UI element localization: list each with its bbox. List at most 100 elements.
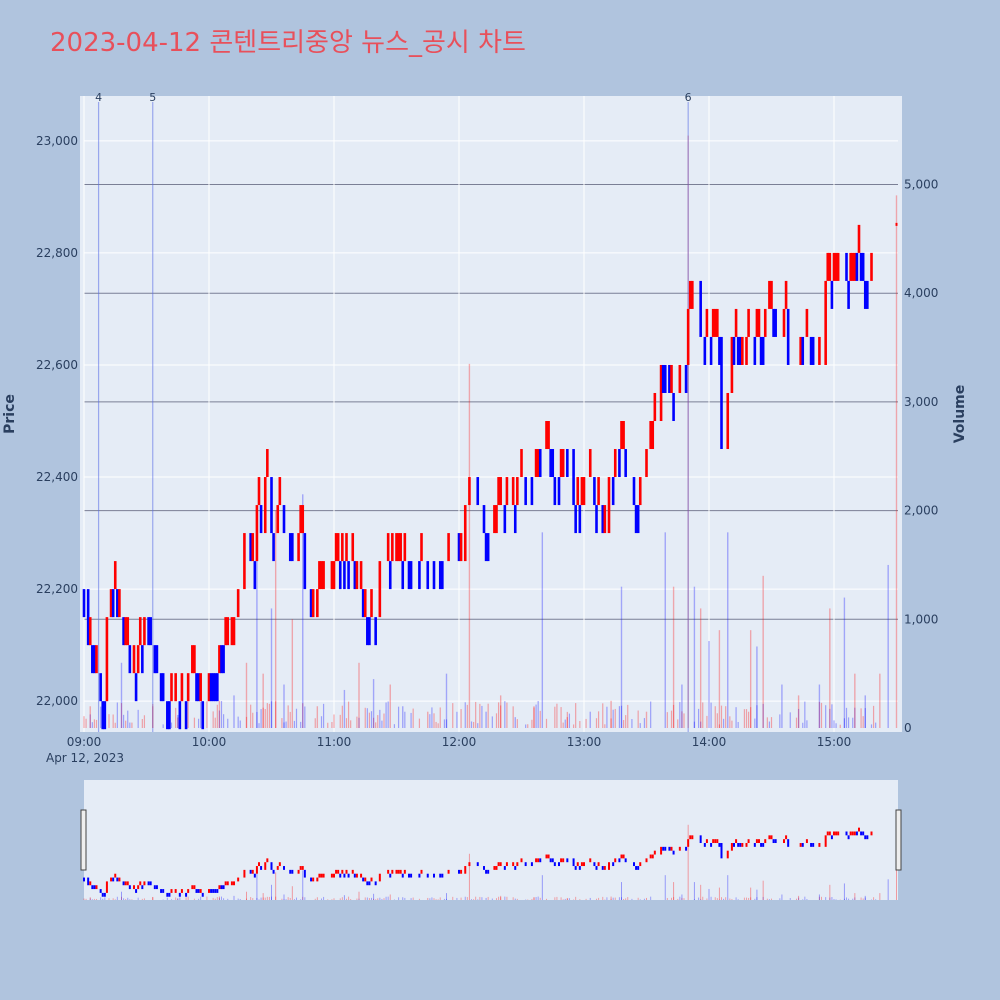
mini-volume-bar (91, 899, 93, 900)
range-slider[interactable] (84, 780, 898, 900)
mini-candle (441, 873, 444, 878)
price-candle (211, 673, 215, 702)
mini-candle (410, 873, 413, 878)
mini-volume-bar (610, 898, 612, 900)
price-candle (276, 505, 280, 534)
price-candle (303, 533, 307, 590)
price-candle (484, 533, 488, 562)
mini-candle (208, 889, 210, 893)
mini-volume-bar (564, 898, 566, 900)
mini-volume-bar (177, 898, 179, 900)
price-candle (366, 617, 369, 646)
mini-volume-bar (275, 896, 277, 900)
mini-candle (551, 858, 554, 863)
mini-candle (122, 881, 125, 886)
volume-bar (556, 703, 558, 728)
volume-bar (410, 712, 412, 728)
price-candle (772, 308, 775, 337)
mini-candle (160, 889, 163, 893)
mini-candle (828, 831, 831, 836)
price-candle (799, 336, 802, 365)
mini-volume-bar (218, 896, 220, 900)
mini-volume-bar (541, 875, 543, 900)
price-candle (232, 617, 236, 646)
mini-volume-bar (533, 897, 535, 900)
mini-volume-bar (721, 897, 722, 900)
plot-area[interactable] (80, 96, 902, 732)
mini-candle (468, 862, 471, 867)
volume-bar (720, 705, 723, 728)
y-tick-label: 22,000 (36, 694, 78, 708)
price-candle (774, 308, 777, 337)
price-candle (126, 617, 130, 646)
mini-volume-bar (141, 898, 143, 900)
mini-volume-bar (500, 895, 502, 900)
price-candle (597, 477, 600, 506)
mini-volume-bar (664, 875, 666, 900)
mini-volume-bar (293, 899, 295, 900)
volume-bar (804, 701, 806, 728)
volume-bar (852, 717, 854, 728)
volume-bar (443, 719, 446, 728)
mini-candle (849, 831, 852, 836)
mini-volume-bar (271, 896, 272, 900)
mini-volume-bar (466, 897, 468, 900)
mini-volume-bar (252, 898, 254, 900)
mini-volume-bar (116, 896, 118, 900)
mini-volume-bar (200, 896, 202, 900)
mini-volume-bar (289, 897, 291, 900)
mini-volume-bar (464, 896, 466, 900)
news-markers: 4 5 6 (95, 91, 692, 732)
volume-bar (418, 718, 421, 728)
mini-volume-bar (802, 899, 804, 900)
volume-bar (85, 718, 87, 728)
price-candle (122, 617, 125, 646)
price-candle (495, 505, 498, 534)
price-candle (132, 645, 136, 674)
mini-volume-bar (506, 896, 508, 900)
mini-volume-bar (731, 899, 733, 900)
mini-candle (858, 827, 860, 832)
mini-volume-bar (762, 880, 764, 900)
mini-candle (524, 862, 527, 867)
mini-volume-bar (679, 896, 681, 900)
volume-bar (756, 705, 758, 728)
mini-candle (558, 862, 560, 867)
price-candle (105, 617, 109, 702)
mini-candle (212, 889, 215, 893)
price-candle (374, 617, 377, 646)
mini-volume-bar (716, 898, 718, 900)
mini-candle (495, 866, 498, 870)
mini-candle (805, 839, 808, 844)
price-candle (178, 701, 182, 730)
mini-volume-bar (771, 898, 772, 900)
price-candle (457, 533, 461, 562)
price-candle (726, 392, 730, 450)
mini-candle (485, 869, 488, 874)
mini-volume-bar (104, 897, 106, 900)
mini-volume-bar (327, 899, 329, 900)
mini-volume-bar (262, 897, 264, 900)
volume-bar (825, 705, 827, 728)
price-candle (601, 505, 605, 534)
mini-candle (830, 835, 833, 840)
volume-bar (435, 721, 437, 728)
price-candle (297, 533, 300, 562)
mini-candle (312, 877, 315, 882)
mini-volume-bar (862, 898, 864, 900)
price-candle (853, 252, 857, 281)
volume-bar (666, 712, 668, 728)
volume-bar (650, 701, 652, 728)
mini-candle (739, 843, 742, 847)
range-handle-right[interactable] (895, 809, 902, 871)
price-candle (403, 533, 407, 562)
volume-bar (427, 711, 429, 728)
volume-bar (283, 684, 285, 728)
mini-candle (726, 850, 729, 859)
mini-candle (397, 869, 400, 874)
mini-volume-bar (833, 899, 835, 900)
price-candle (809, 336, 813, 365)
volume-bar (702, 702, 704, 728)
volume-bar (402, 706, 404, 728)
range-handle-left[interactable] (80, 809, 87, 871)
